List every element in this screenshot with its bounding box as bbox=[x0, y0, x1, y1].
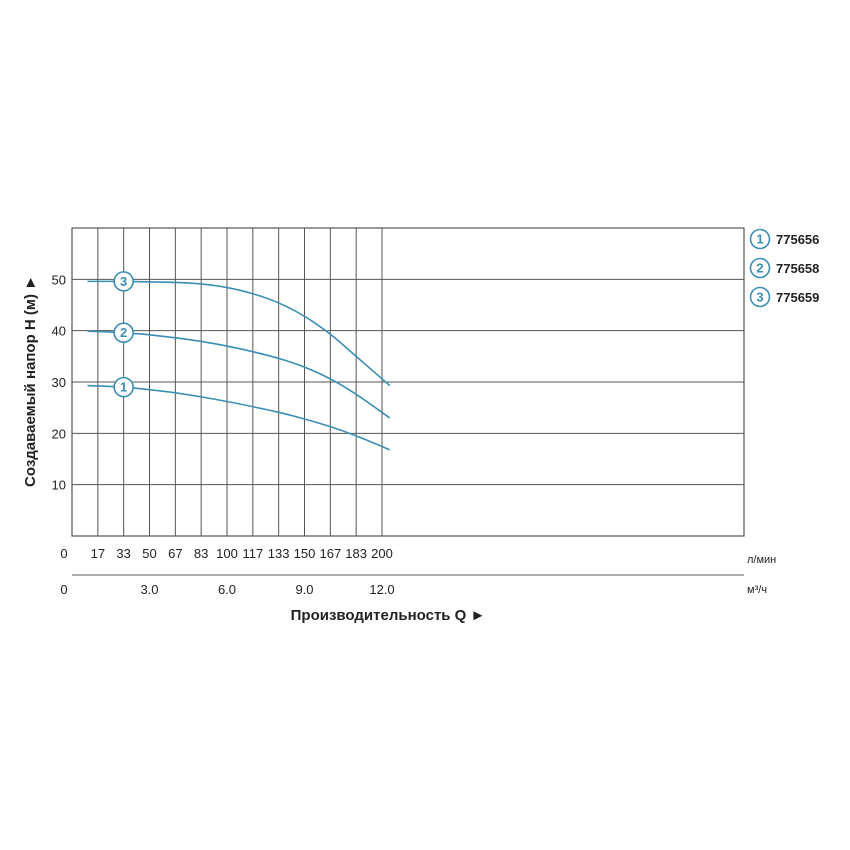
series-marker-circle bbox=[113, 271, 134, 292]
legend: 1 775656 2 775658 3 775659 bbox=[749, 228, 819, 308]
y-tick-label: 30 bbox=[52, 375, 66, 390]
x-tick-label-secondary: 3.0 bbox=[140, 582, 158, 597]
x-tick-label-primary: 33 bbox=[116, 546, 130, 561]
series-marker-label: 2 bbox=[120, 325, 127, 340]
x-tick-label-primary: 200 bbox=[371, 546, 393, 561]
x-axis-title: Производительность Q ► bbox=[291, 607, 486, 624]
axes bbox=[71, 227, 745, 576]
series-marker-label: 1 bbox=[120, 380, 127, 395]
x-tick-label-primary: 100 bbox=[216, 546, 238, 561]
legend-label: 775658 bbox=[776, 261, 819, 276]
x-tick-label-primary: 83 bbox=[194, 546, 208, 561]
y-tick-label: 10 bbox=[52, 478, 66, 493]
x-unit-secondary: м³/ч bbox=[747, 584, 767, 596]
y-tick-label: 50 bbox=[52, 272, 66, 287]
y-tick-label: 40 bbox=[52, 324, 66, 339]
x-tick-label-secondary: 6.0 bbox=[218, 582, 236, 597]
x-tick-label-primary: 67 bbox=[168, 546, 182, 561]
legend-marker-circle bbox=[749, 257, 771, 279]
legend-marker-label: 2 bbox=[756, 261, 763, 276]
legend-label: 775656 bbox=[776, 232, 819, 247]
legend-marker-circle bbox=[749, 228, 771, 250]
legend-marker-label: 1 bbox=[756, 232, 763, 247]
x-tick-label-primary: 0 bbox=[60, 546, 67, 561]
x-tick-label-primary: 150 bbox=[294, 546, 316, 561]
series-line-775658 bbox=[87, 330, 391, 419]
legend-label: 775659 bbox=[776, 290, 819, 305]
series-marker-circle bbox=[113, 322, 134, 344]
plot-frame bbox=[71, 227, 745, 537]
y-axis-title: Создаваемый напор H (м) ► bbox=[22, 275, 39, 487]
series-line-775656 bbox=[87, 384, 391, 451]
grid bbox=[72, 228, 744, 536]
x-tick-label-secondary: 12.0 bbox=[369, 582, 394, 597]
x-tick-label-primary: 133 bbox=[268, 546, 290, 561]
x-tick-label-secondary: 0 bbox=[60, 582, 67, 597]
legend-marker-label: 3 bbox=[756, 290, 763, 305]
x-tick-label-primary: 183 bbox=[345, 546, 367, 561]
x-tick-label-primary: 17 bbox=[91, 546, 105, 561]
series-marker-label: 3 bbox=[120, 274, 127, 289]
legend-marker-circle bbox=[749, 286, 771, 308]
series-markers: 1 2 3 bbox=[113, 271, 134, 398]
x-tick-label-primary: 167 bbox=[319, 546, 341, 561]
x-tick-label-primary: 117 bbox=[242, 546, 263, 561]
series-marker-circle bbox=[113, 376, 134, 398]
x-tick-label-secondary: 9.0 bbox=[295, 582, 313, 597]
series-lines bbox=[87, 280, 391, 451]
y-tick-label: 20 bbox=[52, 426, 66, 441]
x-tick-label-primary: 50 bbox=[142, 546, 156, 561]
x-unit-primary: л/мин bbox=[747, 554, 776, 566]
